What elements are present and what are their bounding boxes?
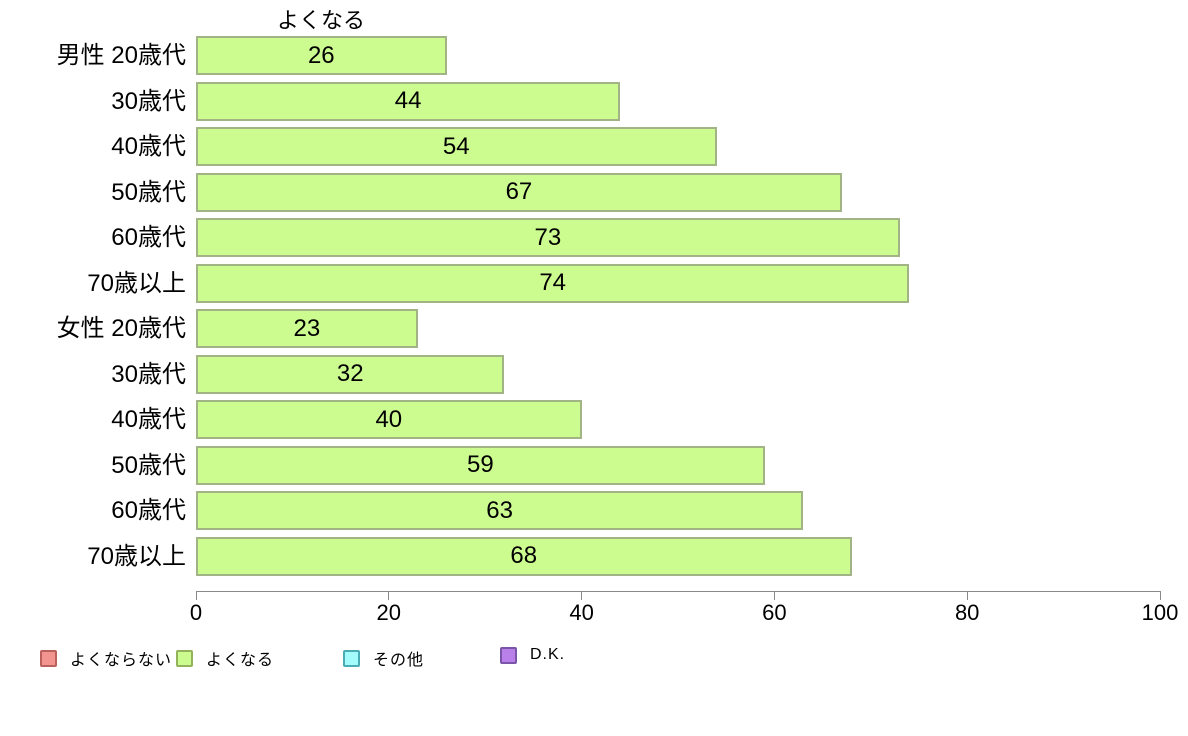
category-label: 30歳代: [111, 87, 186, 115]
x-axis-tick: [773, 591, 775, 600]
bar: 73: [196, 218, 900, 257]
category-label: 女性 20歳代: [56, 315, 186, 342]
bar-row: 30歳代 44: [0, 81, 1188, 128]
bar-value-label: 54: [442, 132, 470, 160]
legend-item: その他: [343, 646, 424, 670]
bar: 26: [196, 36, 447, 75]
bar: 74: [196, 263, 910, 303]
bar-row: 70歳以上 74: [0, 263, 1188, 310]
chart-title: よくなる: [277, 8, 366, 33]
bar-value-label: 44: [394, 87, 422, 114]
x-axis-tick-label: 80: [954, 600, 980, 625]
bar-value-label: 32: [336, 360, 364, 387]
legend: よくならない よくなる その他 D.K.: [0, 646, 1188, 670]
legend-label: よくならない: [70, 652, 173, 669]
category-label: 50歳代: [111, 451, 186, 479]
legend-swatch-icon: [40, 649, 57, 667]
bar-value-label: 23: [293, 314, 321, 342]
bar: 23: [196, 309, 418, 348]
x-axis-line: [196, 591, 1160, 592]
x-axis-tick-label: 40: [569, 600, 594, 625]
bar-row: 50歳代 59: [0, 445, 1188, 492]
legend-label: その他: [373, 652, 425, 669]
bar-row: 60歳代 63: [0, 491, 1188, 537]
x-axis-tick-label: 100: [1141, 600, 1179, 625]
legend-swatch-icon: [343, 649, 360, 667]
x-axis-tick: [581, 591, 583, 600]
bar: 67: [196, 172, 842, 212]
bar-row: 50歳代 67: [0, 172, 1188, 219]
bar-row: 30歳代 32: [0, 354, 1188, 401]
x-axis-tick: [195, 591, 197, 600]
bar: 63: [196, 491, 804, 530]
bar: 68: [196, 536, 852, 576]
category-label: 60歳代: [111, 224, 186, 251]
category-label: 30歳代: [111, 360, 186, 388]
category-label: 40歳代: [111, 406, 186, 433]
bar-row: 男性 20歳代 26: [0, 36, 1188, 82]
bar-value-label: 73: [534, 223, 562, 251]
bar-row: 40歳代 54: [0, 127, 1188, 173]
legend-item: よくならない: [40, 646, 172, 670]
bar-value-label: 40: [375, 405, 403, 433]
bar-row: 70歳以上 68: [0, 536, 1188, 583]
x-axis-tick-label: 0: [189, 600, 203, 625]
x-axis-tick: [388, 591, 390, 600]
category-label: 40歳代: [111, 133, 186, 160]
category-label: 70歳以上: [87, 542, 186, 570]
bar: 59: [196, 445, 765, 485]
bar-row: 60歳代 73: [0, 218, 1188, 264]
bar-value-label: 63: [486, 496, 513, 524]
plot-area: 男性 20歳代 26 30歳代 44 40歳代 54 50歳代 67 60歳代 73 70歳以上 74…: [0, 36, 1188, 582]
bar-value-label: 67: [505, 178, 533, 205]
legend-label: よくなる: [206, 652, 275, 669]
bar-row: 女性 20歳代 23: [0, 309, 1188, 355]
category-label: 60歳代: [111, 497, 186, 524]
category-label: 70歳以上: [87, 269, 186, 297]
category-label: 男性 20歳代: [56, 42, 186, 69]
bar: 32: [196, 354, 505, 394]
bar-row: 40歳代 40: [0, 400, 1188, 446]
x-axis-tick: [966, 591, 968, 600]
x-axis-tick-label: 20: [376, 600, 402, 625]
bar: 44: [196, 81, 621, 121]
legend-label: D.K.: [530, 646, 566, 663]
legend-swatch-icon: [176, 649, 193, 667]
bar: 54: [196, 127, 717, 166]
bar-value-label: 59: [467, 451, 494, 478]
legend-swatch-icon: [500, 646, 517, 664]
bar-value-label: 74: [539, 269, 567, 296]
x-axis-tick: [1159, 591, 1161, 600]
legend-item: よくなる: [176, 646, 274, 670]
x-axis-tick-label: 60: [762, 600, 787, 625]
bar-value-label: 26: [307, 41, 335, 69]
bar: 40: [196, 400, 582, 439]
category-label: 50歳代: [111, 178, 186, 206]
legend-item: D.K.: [500, 646, 565, 664]
bar-value-label: 68: [510, 542, 538, 569]
